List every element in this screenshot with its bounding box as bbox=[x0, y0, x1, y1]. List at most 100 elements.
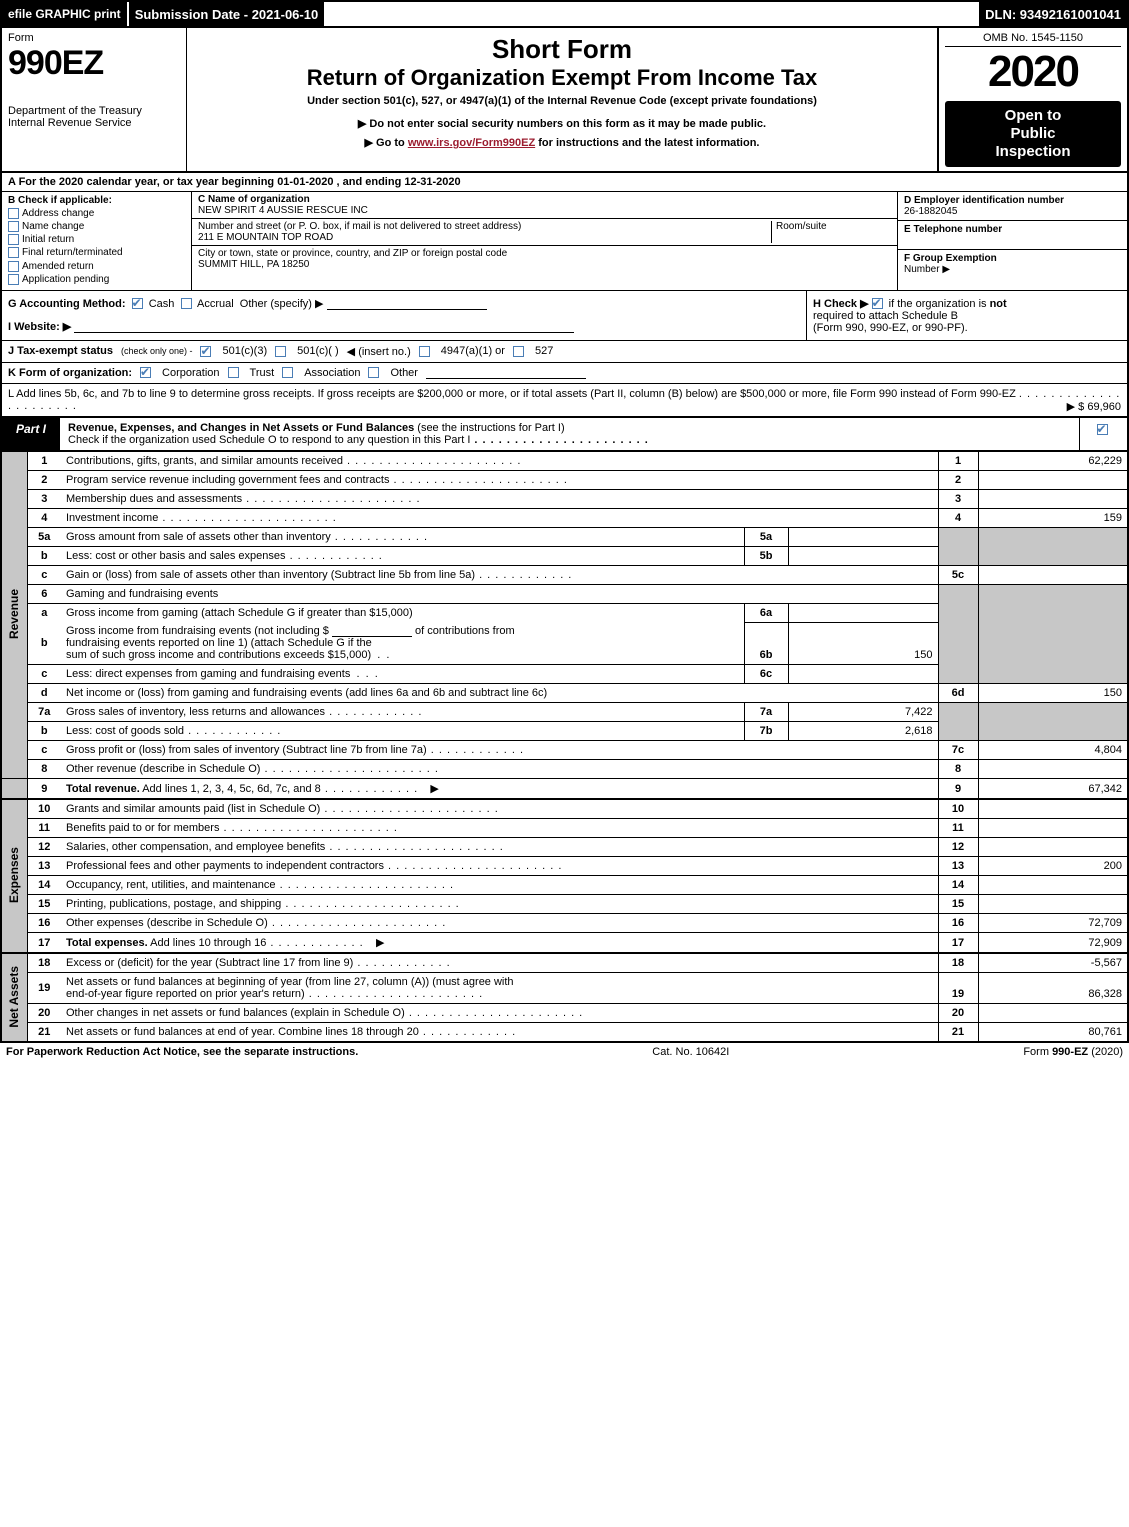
line-21: 21Net assets or fund balances at end of … bbox=[1, 1023, 1128, 1043]
line-6c-desc: Less: direct expenses from gaming and fu… bbox=[66, 668, 350, 680]
omb-label: OMB No. 1545-1150 bbox=[945, 32, 1121, 47]
k-opt-3: Other bbox=[390, 367, 418, 379]
chk-amended-return[interactable] bbox=[8, 261, 19, 272]
c-street-label: Number and street (or P. O. box, if mail… bbox=[198, 221, 771, 232]
e-phone-label: E Telephone number bbox=[904, 224, 1121, 235]
k-opt-2: Association bbox=[304, 367, 360, 379]
chk-corporation[interactable] bbox=[140, 367, 151, 378]
line-4-val: 159 bbox=[978, 508, 1128, 527]
department-label: Department of the Treasury bbox=[8, 105, 180, 117]
line-7a-desc: Gross sales of inventory, less returns a… bbox=[66, 706, 422, 718]
form-word: Form bbox=[8, 32, 180, 44]
chk-cash[interactable] bbox=[132, 298, 143, 309]
line-14: 14Occupancy, rent, utilities, and mainte… bbox=[1, 876, 1128, 895]
line-7a-val: 7,422 bbox=[788, 703, 938, 722]
chk-trust[interactable] bbox=[228, 367, 239, 378]
c-city-label: City or town, state or province, country… bbox=[198, 248, 891, 259]
row-k: K Form of organization: Corporation Trus… bbox=[0, 363, 1129, 384]
line-2-desc: Program service revenue including govern… bbox=[66, 474, 568, 486]
d-ein-value: 26-1882045 bbox=[904, 206, 1121, 217]
line-3: 3Membership dues and assessments 3 bbox=[1, 489, 1128, 508]
goto-line: ▶ Go to www.irs.gov/Form990EZ for instru… bbox=[193, 136, 931, 149]
short-form-title: Short Form bbox=[193, 34, 931, 65]
efile-label[interactable]: efile GRAPHIC print bbox=[2, 2, 127, 26]
d-ein-label: D Employer identification number bbox=[904, 195, 1121, 206]
chk-part1-schedule-o[interactable] bbox=[1097, 424, 1108, 435]
line-19: 19 Net assets or fund balances at beginn… bbox=[1, 973, 1128, 1004]
column-c: C Name of organization NEW SPIRIT 4 AUSS… bbox=[192, 192, 897, 290]
chk-527[interactable] bbox=[513, 346, 524, 357]
part1-tab: Part I bbox=[2, 418, 60, 450]
line-21-val: 80,761 bbox=[978, 1023, 1128, 1043]
line-6-desc: Gaming and fundraising events bbox=[61, 584, 938, 603]
line-7b-desc: Less: cost of goods sold bbox=[66, 725, 281, 737]
line-8: 8Other revenue (describe in Schedule O) … bbox=[1, 760, 1128, 779]
k-other-fill[interactable] bbox=[426, 367, 586, 379]
line-6d-desc: Net income or (loss) from gaming and fun… bbox=[61, 684, 938, 703]
chk-initial-return[interactable] bbox=[8, 234, 19, 245]
line-6b-desc2: of contributions from bbox=[415, 625, 515, 637]
h-text2: required to attach Schedule B bbox=[813, 310, 958, 322]
row-l: L Add lines 5b, 6c, and 7b to line 9 to … bbox=[0, 384, 1129, 416]
c-street-value: 211 E MOUNTAIN TOP ROAD bbox=[198, 232, 771, 243]
b-title: B Check if applicable: bbox=[8, 195, 185, 206]
row-j: J Tax-exempt status (check only one) - 5… bbox=[0, 341, 1129, 363]
line-10: Expenses 10Grants and similar amounts pa… bbox=[1, 799, 1128, 819]
section-bcdef: B Check if applicable: Address change Na… bbox=[0, 192, 1129, 291]
i-website-fill[interactable] bbox=[74, 321, 574, 333]
line-16-val: 72,709 bbox=[978, 914, 1128, 933]
form-header: Form 990EZ Department of the Treasury In… bbox=[0, 28, 1129, 173]
row-h: H Check ▶ if the organization is not req… bbox=[807, 291, 1127, 340]
chk-4947[interactable] bbox=[419, 346, 430, 357]
line-7b-val: 2,618 bbox=[788, 722, 938, 741]
chk-address-change[interactable] bbox=[8, 208, 19, 219]
dln-label: DLN: 93492161001041 bbox=[979, 2, 1127, 26]
line-8-desc: Other revenue (describe in Schedule O) bbox=[66, 763, 439, 775]
line-5a: 5aGross amount from sale of assets other… bbox=[1, 527, 1128, 546]
goto-link[interactable]: www.irs.gov/Form990EZ bbox=[408, 137, 535, 149]
l-amount-prefix: ▶ $ bbox=[1067, 401, 1088, 413]
b-item-4: Amended return bbox=[22, 261, 94, 272]
line-21-desc: Net assets or fund balances at end of ye… bbox=[66, 1026, 516, 1038]
line-12-desc: Salaries, other compensation, and employ… bbox=[66, 841, 504, 853]
h-text3: (Form 990, 990-EZ, or 990-PF). bbox=[813, 322, 968, 334]
submission-date: Submission Date - 2021-06-10 bbox=[127, 2, 325, 26]
g-accrual: Accrual bbox=[197, 298, 234, 310]
line-19-desc2: end-of-year figure reported on prior yea… bbox=[66, 988, 483, 1000]
footer: For Paperwork Reduction Act Notice, see … bbox=[0, 1043, 1129, 1061]
line-9: 9Total revenue. Add lines 1, 2, 3, 4, 5c… bbox=[1, 779, 1128, 800]
line-1-val: 62,229 bbox=[978, 451, 1128, 470]
line-7c: cGross profit or (loss) from sales of in… bbox=[1, 741, 1128, 760]
line-17-val: 72,909 bbox=[978, 933, 1128, 954]
line-5c: cGain or (loss) from sale of assets othe… bbox=[1, 565, 1128, 584]
h-prefix: H Check ▶ bbox=[813, 298, 869, 310]
return-title: Return of Organization Exempt From Incom… bbox=[193, 65, 931, 91]
chk-501c[interactable] bbox=[275, 346, 286, 357]
line-18: Net Assets 18Excess or (deficit) for the… bbox=[1, 953, 1128, 973]
line-6b-fill[interactable] bbox=[332, 625, 412, 637]
chk-accrual[interactable] bbox=[181, 298, 192, 309]
chk-association[interactable] bbox=[282, 367, 293, 378]
line-1-desc: Contributions, gifts, grants, and simila… bbox=[66, 455, 521, 467]
b-item-5: Application pending bbox=[22, 274, 109, 285]
chk-501c3[interactable] bbox=[200, 346, 211, 357]
do-not-text: ▶ Do not enter social security numbers o… bbox=[193, 117, 931, 130]
open-line3: Inspection bbox=[949, 143, 1117, 161]
k-label: K Form of organization: bbox=[8, 367, 132, 379]
chk-h[interactable] bbox=[872, 298, 883, 309]
f-group-label: F Group Exemption bbox=[904, 253, 1121, 264]
line-6a-desc: Gross income from gaming (attach Schedul… bbox=[61, 603, 744, 622]
chk-final-return[interactable] bbox=[8, 247, 19, 258]
line-2: 2Program service revenue including gover… bbox=[1, 470, 1128, 489]
chk-other-org[interactable] bbox=[368, 367, 379, 378]
line-11-desc: Benefits paid to or for members bbox=[66, 822, 398, 834]
line-10-desc: Grants and similar amounts paid (list in… bbox=[66, 803, 499, 815]
chk-application-pending[interactable] bbox=[8, 274, 19, 285]
chk-name-change[interactable] bbox=[8, 221, 19, 232]
i-label: I Website: ▶ bbox=[8, 321, 71, 333]
line-6b-val: 150 bbox=[788, 622, 938, 665]
part1-subtitle: (see the instructions for Part I) bbox=[417, 422, 564, 434]
j-opt4: 527 bbox=[535, 345, 553, 357]
g-other-fill[interactable] bbox=[327, 298, 487, 310]
part1-check-line: Check if the organization used Schedule … bbox=[68, 434, 470, 446]
